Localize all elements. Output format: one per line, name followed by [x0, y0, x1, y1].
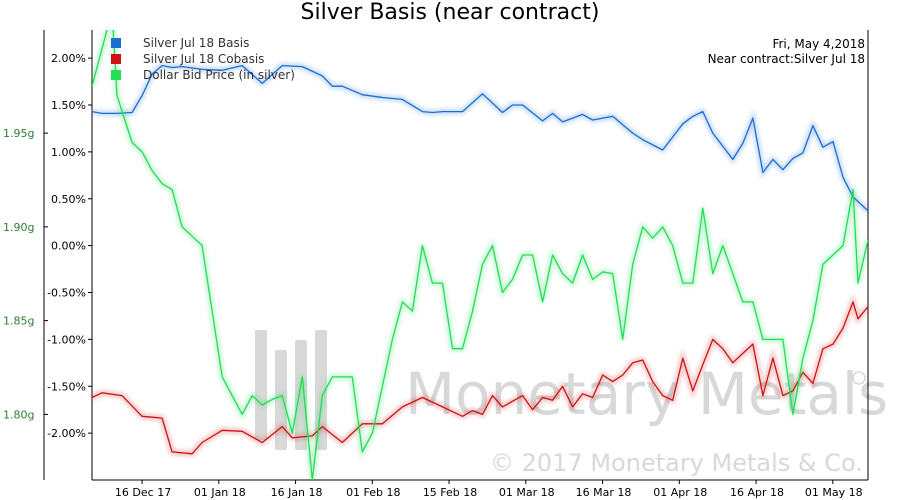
- legend-label-cobasis: Silver Jul 18 Cobasis: [143, 52, 264, 66]
- x-tick-label-4: 15 Feb 18: [423, 486, 477, 499]
- series-line-2: [92, 30, 868, 480]
- left-tick-label-3: 1.80g: [3, 408, 34, 421]
- y-tick-label-0: 2.00%: [51, 52, 86, 65]
- x-tick-label-6: 16 Mar 18: [576, 486, 632, 499]
- x-tick-label-7: 01 Apr 18: [653, 486, 707, 499]
- left-tick-label-1: 1.90g: [3, 221, 34, 234]
- legend-item-cobasis: Silver Jul 18 Cobasis: [111, 52, 264, 66]
- x-tick-label-8: 16 Apr 18: [730, 486, 784, 499]
- legend-item-basis: Silver Jul 18 Basis: [111, 36, 249, 50]
- x-tick-label-3: 01 Feb 18: [346, 486, 400, 499]
- left-tick-label-2: 1.85g: [3, 315, 34, 328]
- info-contract: Near contract:Silver Jul 18: [708, 52, 865, 66]
- series-lines: [92, 30, 868, 480]
- watermark: Monetary Metals © 2017 Monetary Metals &…: [255, 330, 888, 477]
- x-tick-label-0: 16 Dec 17: [115, 486, 171, 499]
- info-date: Fri, May 4,2018: [772, 37, 865, 51]
- y-tick-label-8: -2.00%: [47, 427, 86, 440]
- x-tick-label-1: 01 Jan 18: [194, 486, 246, 499]
- y-tick-label-6: -1.00%: [47, 333, 86, 346]
- series-line-1: [92, 301, 868, 455]
- x-tick-label-2: 16 Jan 18: [271, 486, 323, 499]
- y-tick-label-3: 0.50%: [51, 193, 86, 206]
- legend: Silver Jul 18 Basis Silver Jul 18 Cobasi…: [111, 36, 295, 82]
- y-tick-label-5: -0.50%: [47, 287, 86, 300]
- series-glow-0: [92, 62, 868, 213]
- legend-swatch-basis: [111, 38, 121, 48]
- legend-swatch-cobasis: [111, 54, 121, 64]
- x-tick-label-5: 01 Mar 18: [499, 486, 555, 499]
- y-tick-label-7: -1.50%: [47, 380, 86, 393]
- series-line-0: [92, 64, 868, 212]
- chart-title: Silver Basis (near contract): [301, 0, 600, 25]
- legend-label-dollar-bid: Dollar Bid Price (in silver): [143, 68, 295, 82]
- y-tick-label-1: 1.50%: [51, 99, 86, 112]
- x-tick-label-9: 01 May 18: [805, 486, 863, 499]
- legend-label-basis: Silver Jul 18 Basis: [143, 36, 249, 50]
- legend-item-dollar-bid: Dollar Bid Price (in silver): [111, 68, 295, 82]
- y-tick-label-4: 0.00%: [51, 240, 86, 253]
- axis-ticks: 2.00% 1.50% 1.00% 0.50% 0.00% -0.50% -1.00% -1.…: [3, 52, 863, 499]
- watermark-copyright: © 2017 Monetary Metals & Co.: [490, 449, 863, 477]
- legend-swatch-dollar-bid: [111, 70, 121, 80]
- y-tick-label-2: 1.00%: [51, 146, 86, 159]
- left-tick-label-0: 1.95g: [3, 127, 34, 140]
